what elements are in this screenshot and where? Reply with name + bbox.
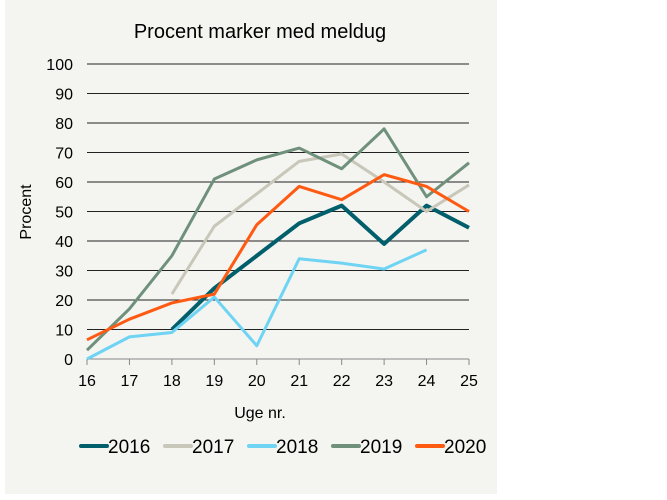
x-tick-label: 23 bbox=[375, 373, 393, 390]
y-tick-label: 100 bbox=[46, 57, 73, 74]
legend-item-2019: 2019 bbox=[331, 437, 402, 458]
y-tick-label: 60 bbox=[55, 175, 73, 192]
legend-label: 2018 bbox=[276, 437, 318, 458]
x-tick-label: 20 bbox=[248, 373, 266, 390]
y-tick-label: 80 bbox=[55, 116, 73, 133]
legend-label: 2019 bbox=[360, 437, 402, 458]
chart-title: Procent marker med meldug bbox=[134, 21, 386, 43]
y-tick-label: 20 bbox=[55, 293, 73, 310]
series-line-2020 bbox=[86, 173, 470, 342]
legend-item-2016: 2016 bbox=[79, 437, 150, 458]
y-tick-label: 70 bbox=[55, 146, 73, 163]
x-tick-label: 16 bbox=[78, 373, 96, 390]
x-tick-label: 17 bbox=[121, 373, 139, 390]
legend-label: 2017 bbox=[192, 437, 234, 458]
x-axis-label: Uge nr. bbox=[234, 405, 286, 422]
legend-item-2018: 2018 bbox=[247, 437, 318, 458]
series-line-2019 bbox=[85, 127, 470, 352]
x-tick-label: 18 bbox=[163, 373, 181, 390]
series-line-2017 bbox=[170, 152, 470, 295]
y-tick-label: 0 bbox=[64, 352, 73, 369]
x-tick-label: 21 bbox=[290, 373, 308, 390]
legend-label: 2020 bbox=[444, 437, 486, 458]
y-tick-label: 10 bbox=[55, 323, 73, 340]
chart-panel: Procent marker med meldug 0 10 20 30 40 50 60 7… bbox=[5, 0, 497, 494]
x-tick-label: 25 bbox=[460, 373, 478, 390]
y-tick-label: 30 bbox=[55, 264, 73, 281]
y-tick-label: 40 bbox=[55, 234, 73, 251]
legend-label: 2016 bbox=[108, 437, 150, 458]
legend-item-2017: 2017 bbox=[163, 437, 234, 458]
x-tick-label: 22 bbox=[333, 373, 351, 390]
x-tick-label: 19 bbox=[205, 373, 223, 390]
x-tick-label: 24 bbox=[418, 373, 436, 390]
y-tick-label: 90 bbox=[55, 87, 73, 104]
y-tick-label: 50 bbox=[55, 205, 73, 222]
legend-item-2020: 2020 bbox=[415, 437, 486, 458]
series-line-2018 bbox=[86, 248, 428, 361]
line-chart: Procent marker med meldug 0 10 20 30 40 50 60 7… bbox=[18, 21, 486, 458]
y-axis-label: Procent bbox=[18, 184, 35, 240]
